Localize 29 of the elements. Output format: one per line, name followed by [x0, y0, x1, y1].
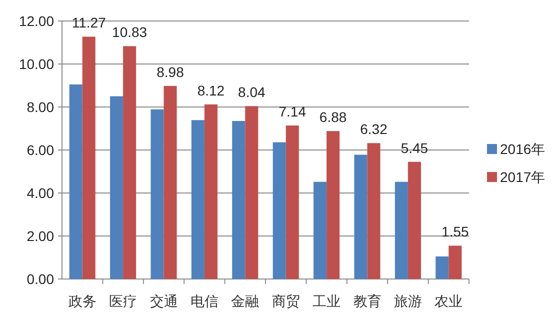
x-tick-label: 教育	[353, 293, 382, 309]
data-label: 8.04	[238, 84, 266, 100]
data-label: 6.88	[319, 109, 347, 126]
text: 12.00	[18, 13, 54, 29]
x-tick-label: 电信	[190, 293, 218, 309]
legend-label: 2017年	[500, 169, 546, 185]
data-label: 1.55	[442, 224, 469, 240]
text: 2.00	[26, 228, 54, 244]
text: 4.00	[26, 185, 54, 201]
x-tick-label: 旅游	[394, 293, 422, 309]
x-tick-label: 商贸	[272, 293, 300, 309]
text: 0.00	[26, 271, 54, 287]
data-label: 10.83	[112, 24, 148, 40]
x-tick-label: 工业	[312, 293, 341, 309]
data-label: 6.32	[360, 121, 388, 138]
x-tick-label: 交通	[150, 293, 178, 309]
data-label: 11.27	[72, 14, 106, 31]
legend-label: 2016年	[500, 141, 546, 157]
data-label: 5.45	[400, 140, 428, 156]
data-label: 8.12	[197, 82, 225, 98]
x-tick-label: 医疗	[109, 293, 138, 309]
data-label: 8.98	[156, 64, 184, 80]
x-tick-label: 政务	[68, 293, 96, 309]
text: 8.00	[26, 99, 54, 115]
x-tick-label: 农业	[434, 293, 463, 309]
data-label: 7.14	[278, 103, 306, 120]
text: 6.00	[26, 142, 54, 158]
text: 10.00	[18, 56, 54, 72]
x-tick-label: 金融	[231, 293, 260, 309]
